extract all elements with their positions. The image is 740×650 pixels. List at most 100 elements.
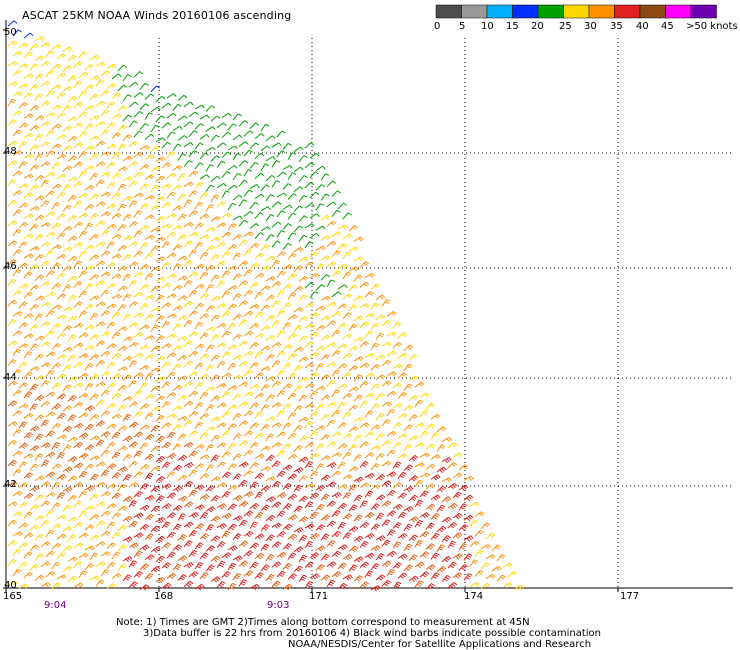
wind-barb [260, 123, 270, 132]
wind-barb [315, 545, 326, 552]
wind-barb [370, 383, 380, 391]
wind-barb [320, 533, 330, 541]
wind-barb [403, 564, 413, 572]
wind-barb [238, 479, 248, 487]
wind-barb [128, 221, 139, 228]
wind-barb [111, 431, 121, 439]
wind-barb [133, 390, 143, 398]
wind-barb [326, 240, 337, 248]
wind-barb [172, 103, 182, 111]
wind-barb [117, 203, 127, 212]
wind-barb [133, 210, 143, 218]
wind-barb [128, 140, 138, 148]
wind-barb [271, 480, 281, 488]
wind-barb [342, 271, 352, 280]
wind-barb [188, 150, 198, 158]
wind-barb [452, 491, 462, 499]
wind-barb [150, 245, 160, 253]
wind-barb [188, 512, 199, 519]
wind-barb [144, 433, 155, 441]
wind-barb [227, 503, 237, 511]
wind-barb [249, 122, 260, 129]
wind-barb [287, 473, 298, 480]
wind-barb [106, 521, 116, 529]
wind-barb [320, 173, 330, 181]
wind-barb [122, 195, 133, 202]
wind-barb [370, 562, 380, 571]
note-line-3: NOAA/NESDIS/Center for Satellite Applica… [288, 639, 592, 650]
wind-barb [111, 413, 122, 420]
wind-barb [62, 65, 72, 72]
wind-barb [78, 432, 89, 439]
wind-barb [117, 466, 128, 473]
wind-barb [56, 153, 67, 160]
wind-barb [84, 105, 95, 111]
wind-barb [117, 326, 128, 332]
wind-barb [23, 511, 33, 519]
wind-barb [210, 194, 220, 202]
wind-barb [183, 221, 194, 228]
wind-barb [282, 164, 293, 170]
wind-barb [232, 172, 242, 181]
wind-barb [106, 283, 117, 290]
wind-barb [364, 532, 375, 540]
wind-barb [67, 214, 77, 222]
wind-barb [375, 432, 385, 441]
wind-barb [293, 425, 303, 433]
wind-barb [106, 262, 116, 270]
wind-barb [287, 232, 297, 240]
wind-barb [183, 160, 193, 168]
wind-barb [513, 584, 524, 591]
wind-barb [194, 523, 205, 530]
wind-barb [342, 353, 353, 360]
wind-barb [40, 241, 51, 248]
wind-barb [375, 294, 386, 301]
wind-barb [100, 250, 111, 257]
lon-label-171: 171 [309, 591, 329, 602]
wind-barb [128, 581, 139, 588]
wind-barb [89, 54, 100, 61]
wind-barb [18, 141, 28, 149]
wind-barb [381, 539, 391, 547]
wind-barb [249, 263, 260, 269]
wind-barb [67, 456, 78, 463]
wind-barb [133, 92, 144, 98]
wind-barb [111, 451, 121, 459]
wind-barb [139, 403, 150, 410]
wind-barb [51, 441, 61, 450]
wind-barb [386, 471, 397, 478]
wind-barb [441, 496, 452, 503]
wind-barb [144, 93, 155, 100]
wind-barb [353, 454, 363, 462]
wind-barb [243, 570, 254, 577]
wind-barb [436, 426, 447, 433]
wind-barb [249, 242, 260, 249]
wind-barb [78, 393, 89, 399]
wind-barb [161, 542, 172, 549]
wind-barb [320, 553, 330, 561]
wind-barb [293, 467, 304, 474]
wind-barb [166, 371, 176, 379]
wind-barb [353, 336, 364, 342]
wind-barb [89, 213, 99, 221]
wind-barb [216, 322, 227, 329]
wind-barb [392, 321, 402, 329]
wind-barb [23, 271, 33, 279]
wind-barb [106, 583, 117, 590]
wind-barb [117, 445, 128, 452]
wind-barb [463, 573, 473, 581]
wind-barb [232, 134, 243, 141]
wind-barb [73, 80, 83, 89]
wind-barb [73, 180, 83, 189]
wind-barb [221, 530, 231, 538]
wind-barb [320, 574, 331, 581]
wind-barb [133, 532, 144, 539]
map-title: ASCAT 25KM NOAA Winds 20160106 ascending [22, 9, 292, 22]
wind-barb [205, 326, 216, 332]
wind-barb [232, 494, 243, 502]
wind-barb [210, 295, 221, 302]
wind-barb [100, 151, 111, 157]
wind-barb [18, 122, 29, 129]
wind-barb [243, 369, 253, 377]
wind-barb [155, 216, 166, 223]
